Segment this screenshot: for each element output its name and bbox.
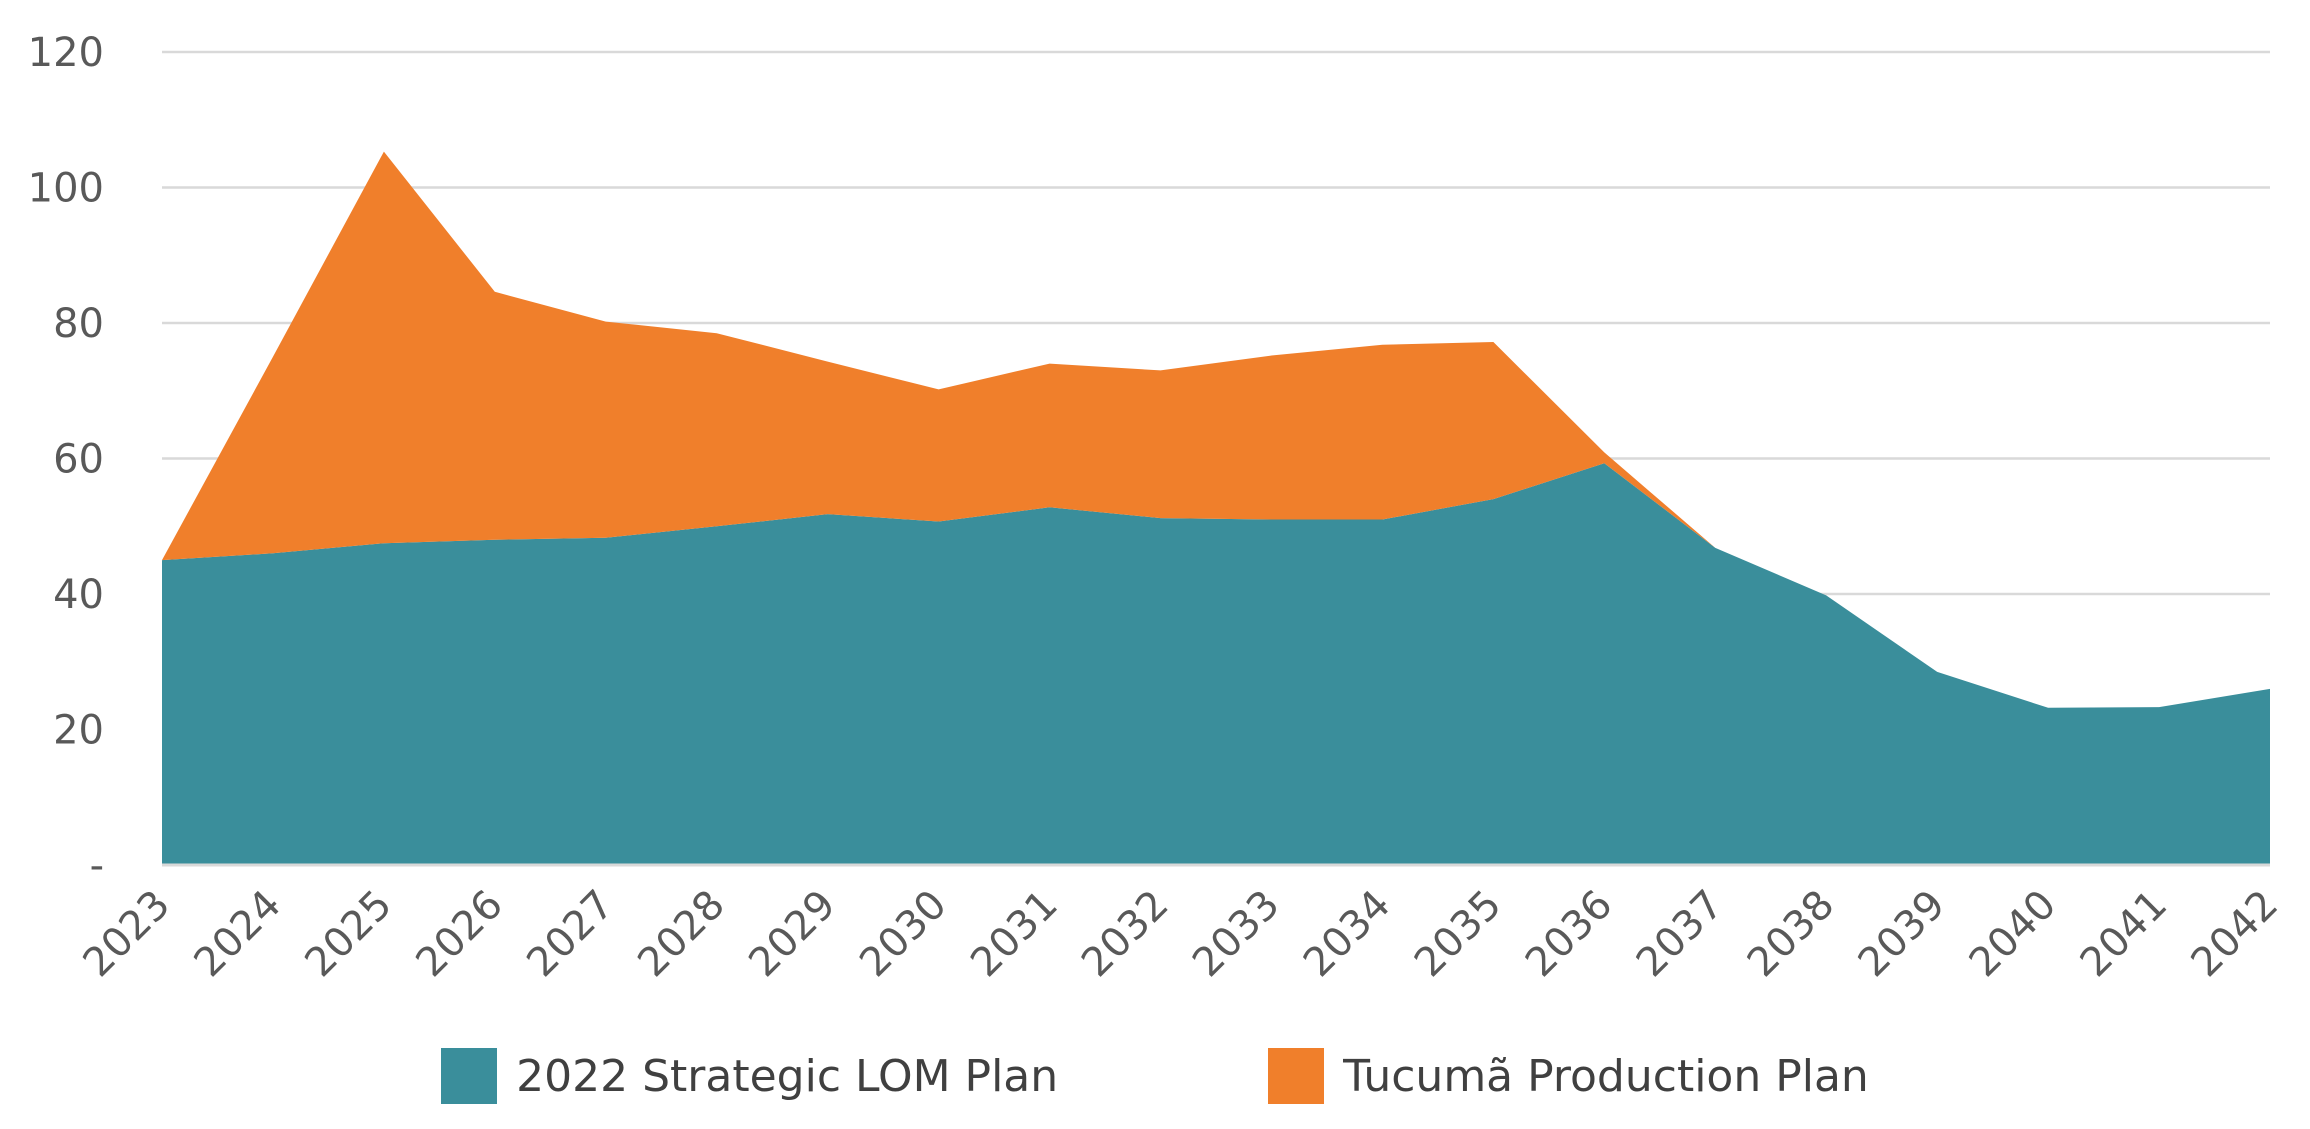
legend-swatch-tucuma <box>1268 1048 1325 1104</box>
series-area-tucuma <box>162 151 2270 708</box>
x-tick-label: 2042 <box>2183 882 2288 987</box>
legend-item-lom[interactable]: 2022 Strategic LOM Plan <box>441 1048 1058 1104</box>
legend-item-tucuma[interactable]: Tucumã Production Plan <box>1268 1048 1869 1104</box>
x-tick-label: 2025 <box>296 882 401 987</box>
x-tick-label: 2026 <box>407 882 512 987</box>
y-tick-label: 120 <box>28 30 104 76</box>
x-tick-label: 2038 <box>1739 882 1844 987</box>
x-tick-label: 2031 <box>962 882 1067 987</box>
x-tick-label: 2028 <box>629 882 734 987</box>
x-tick-label: 2035 <box>1406 882 1511 987</box>
y-axis-tick-labels: - 20 40 60 80 100 120 <box>28 30 104 889</box>
y-tick-label: 20 <box>53 708 104 754</box>
x-tick-label: 2024 <box>186 882 291 987</box>
y-tick-label: 40 <box>53 572 104 618</box>
x-axis-tick-labels: 2023 2024 2025 2026 2027 2028 2029 2030 2031 2032… <box>75 882 2288 987</box>
x-tick-label: 2036 <box>1517 882 1622 987</box>
x-tick-label: 2027 <box>518 882 623 987</box>
y-tick-label: 100 <box>28 166 104 212</box>
legend-label-lom: 2022 Strategic LOM Plan <box>516 1050 1059 1102</box>
legend-swatch-lom <box>441 1048 498 1104</box>
x-tick-label: 2032 <box>1073 882 1178 987</box>
legend: 2022 Strategic LOM Plan Tucumã Productio… <box>0 1046 2310 1106</box>
y-tick-label: 80 <box>53 301 104 347</box>
x-tick-label: 2034 <box>1295 882 1400 987</box>
x-tick-label: 2033 <box>1184 882 1289 987</box>
y-tick-label: 60 <box>53 437 104 483</box>
x-tick-label: 2037 <box>1628 882 1733 987</box>
series-area-lom <box>162 463 2270 865</box>
x-tick-label: 2029 <box>740 882 845 987</box>
x-tick-label: 2023 <box>75 882 180 987</box>
y-tick-label: - <box>90 843 104 889</box>
x-tick-label: 2041 <box>2072 882 2177 987</box>
x-tick-label: 2040 <box>1961 882 2066 987</box>
x-tick-label: 2039 <box>1850 882 1955 987</box>
legend-label-tucuma: Tucumã Production Plan <box>1343 1050 1869 1102</box>
x-tick-label: 2030 <box>851 882 956 987</box>
series-areas <box>162 151 2270 865</box>
